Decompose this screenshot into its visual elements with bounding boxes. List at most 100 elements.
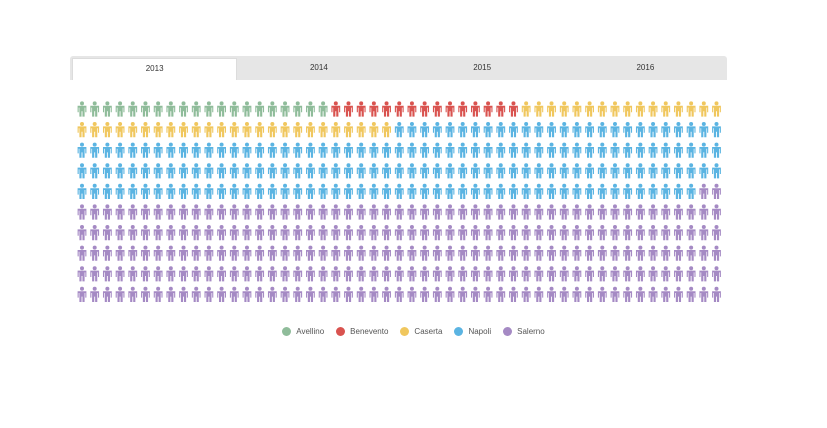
person-icon-salerno [534,204,544,220]
person-icon-salerno [407,266,417,282]
person-icon-salerno [470,204,480,220]
person-icon-napoli [623,122,633,138]
person-icon-caserta [356,122,366,138]
legend-item-salerno[interactable]: Salerno [503,327,545,336]
person-icon-salerno [712,266,721,282]
person-icon-salerno [648,245,658,261]
person-icon-napoli [509,122,518,138]
person-icon-salerno [699,286,709,302]
person-icon-salerno [77,225,87,241]
person-icon-avellino [293,101,303,117]
person-icon-napoli [712,163,721,179]
person-icon-napoli [141,183,150,199]
person-icon-salerno [293,204,303,220]
person-icon-salerno [382,204,391,220]
person-icon-salerno [509,286,518,302]
person-icon-salerno [128,245,138,261]
legend-swatch [400,327,410,336]
person-icon-napoli [77,142,87,158]
person-icon-salerno [229,286,239,302]
person-icon-salerno [458,204,468,220]
person-icon-salerno [141,204,150,220]
tab-2015[interactable]: 2015 [473,63,492,72]
person-icon-napoli [115,183,125,199]
person-icon-benevento [356,101,366,117]
person-icon-napoli [420,122,430,138]
legend-item-caserta[interactable]: Caserta [400,327,442,336]
person-icon-caserta [712,101,721,117]
person-icon-salerno [674,204,683,220]
person-icon-salerno [407,245,417,261]
person-icon-salerno [356,204,366,220]
legend-item-napoli[interactable]: Napoli [454,327,491,336]
person-icon-salerno [572,286,582,302]
person-icon-salerno [191,266,201,282]
person-icon-napoli [661,163,671,179]
person-icon-salerno [204,204,214,220]
person-icon-napoli [255,163,265,179]
person-icon-salerno [267,286,277,302]
person-icon-salerno [509,225,518,241]
person-icon-salerno [635,225,645,241]
person-icon-caserta [166,122,176,138]
person-icon-caserta [179,122,188,138]
person-icon-salerno [141,266,150,282]
person-icon-caserta [128,122,138,138]
person-icon-salerno [483,204,493,220]
person-icon-avellino [77,101,87,117]
person-icon-avellino [179,101,188,117]
person-icon-napoli [483,122,493,138]
person-icon-salerno [394,266,404,282]
person-icon-salerno [597,245,607,261]
person-icon-salerno [509,245,518,261]
legend-item-benevento[interactable]: Benevento [336,327,388,336]
person-icon-napoli [267,183,277,199]
person-icon-salerno [534,245,544,261]
person-icon-salerno [483,266,493,282]
person-icon-salerno [293,286,303,302]
person-icon-napoli [153,183,163,199]
person-icon-napoli [102,183,112,199]
person-icon-napoli [166,142,176,158]
person-icon-salerno [445,266,455,282]
person-icon-avellino [318,101,328,117]
person-icon-napoli [128,163,138,179]
person-icon-napoli [432,122,442,138]
person-icon-napoli [394,163,404,179]
tab-2014[interactable]: 2014 [309,63,328,72]
person-icon-caserta [597,101,607,117]
person-icon-salerno [547,225,556,241]
person-icon-napoli [382,183,391,199]
person-icon-salerno [179,286,188,302]
person-icon-napoli [191,142,201,158]
person-icon-napoli [623,183,633,199]
person-icon-salerno [407,204,417,220]
person-icon-napoli [674,183,683,199]
person-icon-avellino [115,101,125,117]
person-icon-napoli [470,183,480,199]
person-icon-salerno [559,286,569,302]
person-icon-salerno [306,225,315,241]
person-icon-salerno [191,204,201,220]
person-icon-salerno [585,286,594,302]
person-icon-avellino [306,101,315,117]
person-icon-napoli [458,122,468,138]
person-icon-salerno [623,204,633,220]
person-icon-napoli [242,142,252,158]
person-icon-napoli [547,122,556,138]
person-icon-napoli [407,122,417,138]
person-icon-salerno [597,286,607,302]
tab-2013[interactable]: 2013 [72,58,238,80]
person-icon-salerno [77,204,87,220]
person-icon-napoli [635,183,645,199]
person-icon-salerno [331,245,341,261]
legend-label: Salerno [517,327,545,336]
person-icon-napoli [115,142,125,158]
person-icon-salerno [166,286,176,302]
person-icon-napoli [344,142,353,158]
person-icon-napoli [407,142,417,158]
legend-item-avellino[interactable]: Avellino [282,327,324,336]
tab-2016[interactable]: 2016 [636,63,655,72]
person-icon-salerno [369,204,379,220]
person-icon-napoli [635,142,645,158]
